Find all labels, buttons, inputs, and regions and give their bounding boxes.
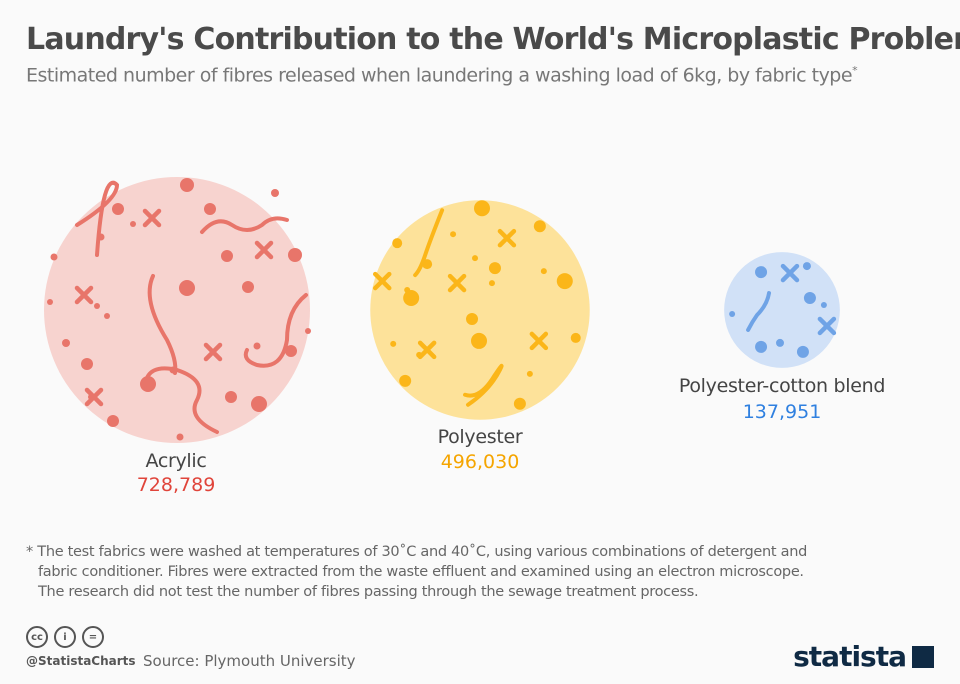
fibre-dot bbox=[729, 310, 736, 317]
fibre-dot bbox=[140, 376, 156, 392]
fibre-dot bbox=[305, 328, 311, 334]
fibre-dot bbox=[104, 313, 110, 319]
fibre-cross bbox=[254, 240, 274, 260]
fibre-strand bbox=[143, 366, 219, 434]
bubble-circle bbox=[44, 177, 310, 443]
chart-title: Laundry's Contribution to the World's Mi… bbox=[26, 22, 960, 57]
footnote: * The test fabrics were washed at temper… bbox=[26, 542, 926, 602]
fibre-cross bbox=[74, 285, 94, 305]
logo-icon bbox=[912, 645, 934, 668]
fibre-cross bbox=[84, 387, 104, 407]
fibre-dot bbox=[390, 340, 397, 347]
fibre-dot bbox=[802, 262, 811, 271]
subtitle-text: Estimated number of fibres released when… bbox=[26, 64, 853, 87]
fibre-strand bbox=[413, 208, 445, 278]
fibre-dot bbox=[204, 203, 216, 215]
fibre-dot bbox=[225, 391, 237, 403]
label-polyester: Polyester bbox=[437, 426, 523, 448]
fibre-cross bbox=[497, 228, 517, 248]
fibre-dot bbox=[285, 345, 297, 357]
fibre-dot bbox=[179, 280, 195, 296]
fibre-dot bbox=[94, 303, 100, 309]
fibre-strand bbox=[75, 181, 120, 257]
fibre-dot bbox=[513, 397, 526, 410]
fibre-cross bbox=[529, 331, 549, 351]
fibre-dot bbox=[471, 332, 488, 349]
attribution-icon: i bbox=[54, 626, 76, 648]
fibre-dot bbox=[533, 220, 546, 233]
fibre-dot bbox=[288, 248, 302, 262]
fibre-dot bbox=[107, 415, 119, 427]
fibre-dot bbox=[403, 290, 420, 307]
fibre-dot bbox=[526, 370, 533, 377]
value-blend: 137,951 bbox=[742, 401, 822, 423]
bubble-circle bbox=[370, 200, 590, 420]
fibre-dot bbox=[473, 200, 490, 217]
fibre-strand bbox=[147, 274, 178, 375]
fibre-cross bbox=[372, 271, 392, 291]
source: Source: Plymouth University bbox=[143, 652, 356, 670]
cc-icon: cc bbox=[26, 626, 48, 648]
chart-subtitle: Estimated number of fibres released when… bbox=[26, 64, 858, 87]
fibre-dot bbox=[570, 332, 581, 343]
fibre-strand bbox=[243, 293, 308, 368]
fibre-dot bbox=[404, 287, 411, 294]
fibre-cross bbox=[817, 316, 837, 336]
fibre-dot bbox=[81, 358, 93, 370]
fibre-cross bbox=[417, 340, 437, 360]
fibre-dot bbox=[242, 281, 254, 293]
bubble-acrylic bbox=[44, 177, 311, 443]
label-blend: Polyester-cotton blend bbox=[678, 375, 886, 397]
fibre-cross bbox=[780, 263, 800, 283]
fibre-dot bbox=[755, 266, 768, 279]
fibre-dot bbox=[112, 203, 124, 215]
fibre-dot bbox=[755, 340, 768, 353]
value-polyester: 496,030 bbox=[440, 451, 520, 473]
fibre-dot bbox=[803, 292, 816, 305]
bubble-polyester-cotton-blend bbox=[724, 252, 840, 368]
value-acrylic: 728,789 bbox=[136, 474, 216, 496]
bubble-polyester bbox=[370, 200, 590, 420]
fibre-cross bbox=[142, 208, 162, 228]
license-icons: cc i = bbox=[26, 626, 104, 648]
fibre-dot bbox=[488, 262, 501, 275]
fibre-dot bbox=[176, 433, 184, 441]
fibre-cross bbox=[447, 273, 467, 293]
fibre-strand bbox=[746, 291, 772, 332]
twitter-handle[interactable]: @StatistaCharts bbox=[26, 654, 136, 668]
footnote-line: * The test fabrics were washed at temper… bbox=[26, 544, 808, 560]
fibre-dot bbox=[796, 345, 809, 358]
fibre-cross bbox=[203, 342, 223, 362]
no-derivatives-icon: = bbox=[82, 626, 104, 648]
fibre-strand bbox=[463, 363, 504, 407]
fibre-dot bbox=[50, 253, 58, 261]
fibre-dot bbox=[450, 231, 457, 238]
fibre-dot bbox=[47, 299, 53, 305]
fibre-dot bbox=[776, 338, 785, 347]
label-acrylic: Acrylic bbox=[145, 450, 207, 472]
fibre-dot bbox=[556, 273, 573, 290]
fibre-dot bbox=[130, 221, 136, 227]
fibre-dot bbox=[221, 250, 233, 262]
fibre-dot bbox=[399, 374, 412, 387]
statista-logo[interactable]: statista bbox=[793, 640, 934, 673]
fibre-strand bbox=[200, 216, 289, 234]
fibre-dot bbox=[540, 268, 547, 275]
fibre-dot bbox=[62, 339, 70, 347]
footnote-line: fabric conditioner. Fibres were extracte… bbox=[38, 564, 804, 580]
fibre-dot bbox=[271, 189, 279, 197]
fibre-dot bbox=[466, 312, 479, 325]
fibre-dot bbox=[392, 238, 403, 249]
bubble-circle bbox=[724, 252, 840, 368]
fibre-dot bbox=[472, 255, 479, 262]
logo-text: statista bbox=[793, 640, 907, 673]
fibre-dot bbox=[253, 342, 261, 350]
fibre-dot bbox=[180, 178, 194, 192]
fibre-dot bbox=[820, 302, 827, 309]
fibre-dot bbox=[251, 396, 267, 412]
subtitle-marker: * bbox=[852, 64, 858, 77]
fibre-dot bbox=[488, 280, 495, 287]
footnote-line: The research did not test the number of … bbox=[38, 584, 699, 600]
